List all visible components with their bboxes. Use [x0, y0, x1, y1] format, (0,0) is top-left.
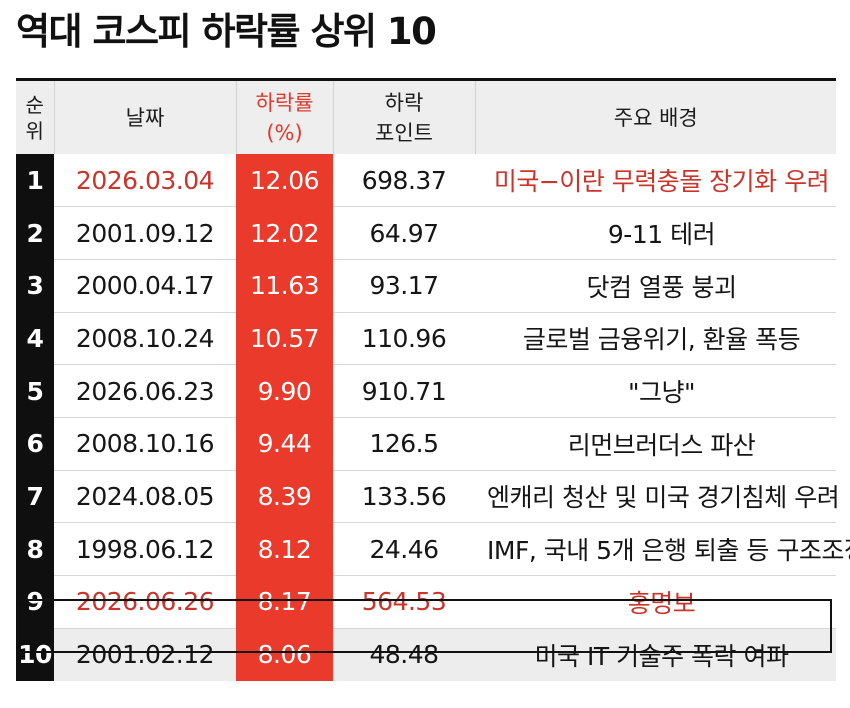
kospi-decline-table: 순 위 날짜 하락률 (%) 하락 포인트 주요 배경 1 2026.03.04…: [16, 81, 850, 681]
drop-rate-cell: 9.44: [236, 416, 333, 471]
date-cell: 2026.06.23: [54, 364, 236, 418]
table-row: 6 2008.10.16 9.44 126.5 리먼브러더스 파산: [16, 416, 836, 471]
background-cell: 미국−이란 무력충돌 장기화 우려: [493, 167, 830, 197]
date-cell: 2026.06.26: [54, 575, 236, 629]
rank-cell: 7: [16, 469, 54, 523]
header-date: 날짜: [53, 81, 236, 154]
rank-cell: 3: [16, 258, 54, 313]
background-cell: 닷컴 열풍 붕괴: [475, 258, 836, 313]
header-background-label: 주요 배경: [613, 105, 698, 130]
drop-points-cell: 910.71: [333, 364, 475, 418]
date-cell: 2008.10.16: [54, 416, 236, 471]
rank-cell: 6: [16, 416, 54, 471]
drop-points-cell: 93.17: [333, 258, 475, 313]
header-rank: 순 위: [16, 81, 54, 154]
background-cell: 미국 IT 기술주 폭락 여파: [475, 627, 836, 681]
table-row: 3 2000.04.17 11.63 93.17 닷컴 열풍 붕괴: [16, 258, 836, 313]
header-drop-points-line-1: 하락: [384, 90, 424, 115]
drop-rate-cell: 11.63: [236, 258, 333, 313]
table-row: 2 2001.09.12 12.02 64.97 9-11 테러: [16, 206, 836, 260]
drop-points-cell: 110.96: [333, 311, 475, 365]
rank-cell: 10: [16, 627, 54, 681]
rank-cell: 4: [16, 311, 54, 365]
date-cell: 2024.08.05: [54, 469, 236, 523]
date-cell: 2001.09.12: [54, 206, 236, 260]
table-row: 1 2026.03.04 12.06 698.37 미국−이란 무력충돌 장기화…: [16, 154, 836, 207]
table-row: 9 2026.06.26 8.17 564.53 홍명보: [16, 575, 836, 629]
drop-rate-cell: 8.06: [236, 627, 333, 681]
drop-rate-cell: 10.57: [236, 311, 333, 365]
rank-cell: 5: [16, 364, 54, 418]
page-title: 역대 코스피 하락률 상위 10: [16, 10, 437, 53]
drop-points-cell: 564.53: [333, 575, 475, 629]
date-cell: 2000.04.17: [54, 258, 236, 313]
rank-cell: 2: [16, 206, 54, 260]
rank-cell: 9: [16, 575, 54, 629]
drop-rate-cell: 12.06: [236, 154, 333, 207]
drop-points-cell: 698.37: [361, 165, 447, 195]
background-cell: 9-11 테러: [475, 206, 836, 260]
table-row: 5 2026.06.23 9.90 910.71 "그냥": [16, 364, 836, 418]
header-drop-rate-line-2: (%): [266, 120, 303, 145]
table-row: 8 1998.06.12 8.12 24.46 IMF, 국내 5개 은행 퇴출…: [16, 522, 850, 576]
header-background: 주요 배경: [474, 81, 836, 154]
table-row: 10 2001.02.12 8.06 48.48 미국 IT 기술주 폭락 여파: [16, 627, 836, 681]
date-cell: 2008.10.24: [54, 311, 236, 365]
table-row: 4 2008.10.24 10.57 110.96 글로벌 금융위기, 환율 폭…: [16, 311, 836, 365]
drop-rate-cell: 9.90: [236, 364, 333, 418]
drop-points-cell: 126.5: [333, 416, 475, 471]
date-cell: 2001.02.12: [54, 627, 236, 681]
drop-rate-cell: 8.12: [236, 522, 333, 576]
background-cell: IMF, 국내 5개 은행 퇴출 등 구조조정: [475, 522, 850, 576]
drop-points-cell: 64.97: [333, 206, 475, 260]
header-rank-line-1: 순: [25, 92, 44, 117]
drop-rate-cell: 12.02: [236, 206, 333, 260]
drop-points-cell: 48.48: [333, 627, 475, 681]
drop-points-cell: 24.46: [333, 522, 475, 576]
background-cell: 글로벌 금융위기, 환율 폭등: [475, 311, 836, 365]
background-cell: 홍명보: [475, 575, 836, 629]
table-row: 7 2024.08.05 8.39 133.56 엔캐리 청산 및 미국 경기침…: [16, 469, 840, 523]
date-cell: 2026.03.04: [75, 165, 215, 195]
header-drop-rate: 하락률 (%): [235, 81, 333, 154]
table-header-row: 순 위 날짜 하락률 (%) 하락 포인트 주요 배경: [16, 81, 836, 154]
drop-rate-cell: 8.39: [236, 469, 333, 523]
background-cell: "그냥": [475, 364, 836, 418]
header-rank-line-2: 위: [25, 118, 44, 143]
header-rule: [16, 78, 836, 81]
rank-cell: 8: [16, 522, 54, 576]
drop-points-cell: 133.56: [333, 469, 475, 523]
header-drop-points: 하락 포인트: [332, 81, 475, 154]
background-cell: 엔캐리 청산 및 미국 경기침체 우려: [475, 469, 840, 523]
header-drop-points-line-2: 포인트: [375, 120, 433, 145]
rank-cell: 1: [16, 154, 54, 207]
date-cell: 1998.06.12: [54, 522, 236, 576]
header-date-label: 날짜: [125, 105, 165, 130]
header-drop-rate-line-1: 하락률: [255, 90, 314, 115]
background-cell: 리먼브러더스 파산: [475, 416, 836, 471]
drop-rate-cell: 8.17: [236, 575, 333, 629]
